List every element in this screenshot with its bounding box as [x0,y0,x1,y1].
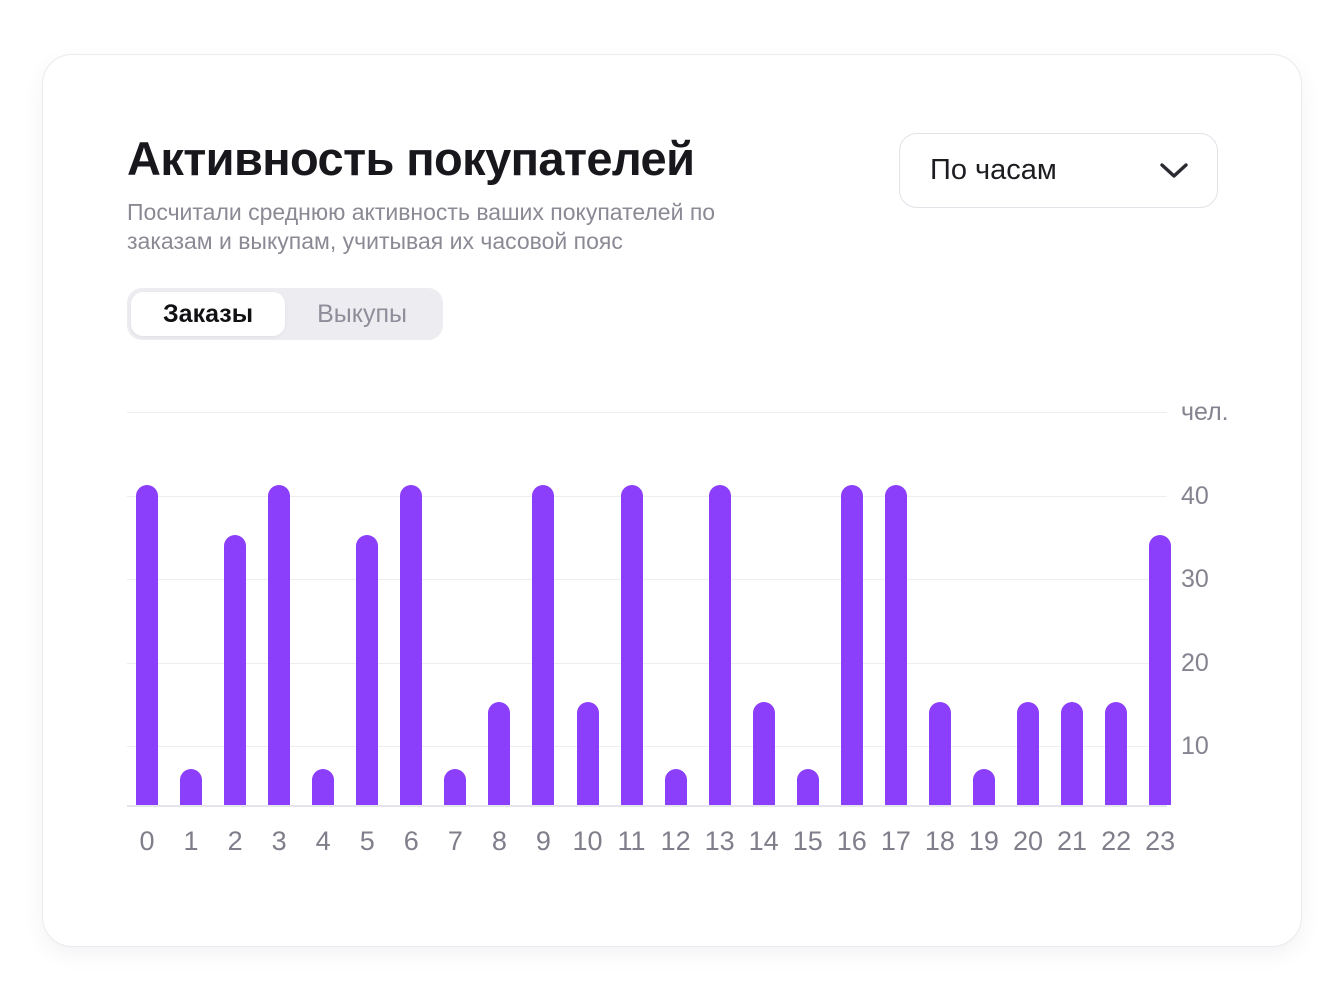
x-tick-label: 17 [880,826,911,856]
y-axis-unit-label: чел. [1181,398,1229,426]
bar-hour-15[interactable] [796,769,819,805]
period-dropdown-value: По часам [930,154,1057,186]
bar-hour-6[interactable] [400,485,423,805]
card-subtitle-line: Посчитали среднюю активность ваших покуп… [127,199,716,225]
y-tick-label: 40 [1181,481,1209,510]
tab-orders[interactable]: Заказы [131,292,286,336]
chevron-down-icon [1159,162,1189,180]
bar-hour-22[interactable] [1105,702,1128,805]
gridline [127,412,1167,413]
x-tick-label: 14 [748,826,779,856]
x-tick-label: 9 [535,826,551,856]
x-tick-label: 0 [139,826,155,856]
period-dropdown[interactable]: По часам [899,133,1218,208]
card-subtitle-line: заказам и выкупам, учитывая их часовой п… [127,228,623,254]
bar-hour-8[interactable] [488,702,511,805]
bar-hour-12[interactable] [664,769,687,805]
gridline [127,746,1167,747]
x-tick-label: 7 [447,826,463,856]
bar-hour-20[interactable] [1017,702,1039,805]
tab-buyouts[interactable]: Выкупы [317,299,407,328]
bar-hour-1[interactable] [180,769,203,805]
x-tick-label: 6 [403,826,419,856]
bar-hour-21[interactable] [1061,702,1084,805]
y-tick-label: 20 [1181,648,1209,677]
y-tick-label: 10 [1181,732,1209,760]
gridline [127,662,1167,664]
bar-hour-9[interactable] [532,485,555,805]
x-axis: 0 1 2 3 4 5 6 7 8 9 10 11 12 13 14 15 16 17 18 19 20 21 22 23 [127,826,1175,856]
x-tick-label: 3 [271,826,287,856]
x-tick-label: 19 [968,826,999,856]
activity-chart: чел. 40 30 20 10 0 1 2 3 4 5 6 7 8 9 10 11 12 13 14 15 16 17 1… [127,398,1267,912]
bar-hour-17[interactable] [884,485,907,805]
bar-hour-0[interactable] [136,485,158,805]
x-tick-label: 8 [491,826,507,856]
bar-hour-10[interactable] [576,702,599,805]
bar-hour-7[interactable] [444,769,467,805]
x-tick-label: 21 [1057,826,1088,856]
x-tick-label: 15 [792,826,823,856]
x-tick-label: 10 [572,826,603,856]
x-tick-label: 11 [617,826,646,856]
bar-hour-2[interactable] [224,535,247,805]
bar-hour-5[interactable] [356,535,379,805]
page-title: Активность покупателей [127,132,695,185]
activity-card: Активность покупателей Посчитали среднюю… [42,54,1302,947]
bar-hour-16[interactable] [840,485,863,805]
x-tick-label: 18 [924,826,955,856]
x-tick-label: 12 [660,826,691,856]
gridline [127,495,1167,497]
chart-plot: чел. 40 30 20 10 [127,398,1229,807]
x-tick-label: 23 [1145,826,1176,856]
bar-hour-18[interactable] [928,702,951,805]
tab-switcher: Заказы Выкупы [127,288,443,340]
bar-hour-14[interactable] [752,702,775,805]
x-tick-label: 22 [1101,826,1132,856]
x-tick-label: 2 [227,826,243,856]
x-tick-label: 1 [183,826,199,856]
bar-hour-19[interactable] [972,769,995,805]
card-subtitle: Посчитали среднюю активность ваших покуп… [127,198,715,256]
y-tick-label: 30 [1181,565,1209,593]
gridline [127,579,1167,580]
bar-hour-23[interactable] [1149,535,1172,805]
bar-hour-3[interactable] [268,485,291,805]
x-tick-label: 16 [836,826,867,856]
x-tick-label: 20 [1012,826,1044,856]
bar-hour-4[interactable] [312,769,335,805]
x-tick-label: 5 [359,826,375,856]
bar-hour-11[interactable] [620,485,643,805]
x-tick-label: 13 [704,826,735,856]
bar-hour-13[interactable] [708,485,731,805]
x-tick-label: 4 [315,826,331,856]
